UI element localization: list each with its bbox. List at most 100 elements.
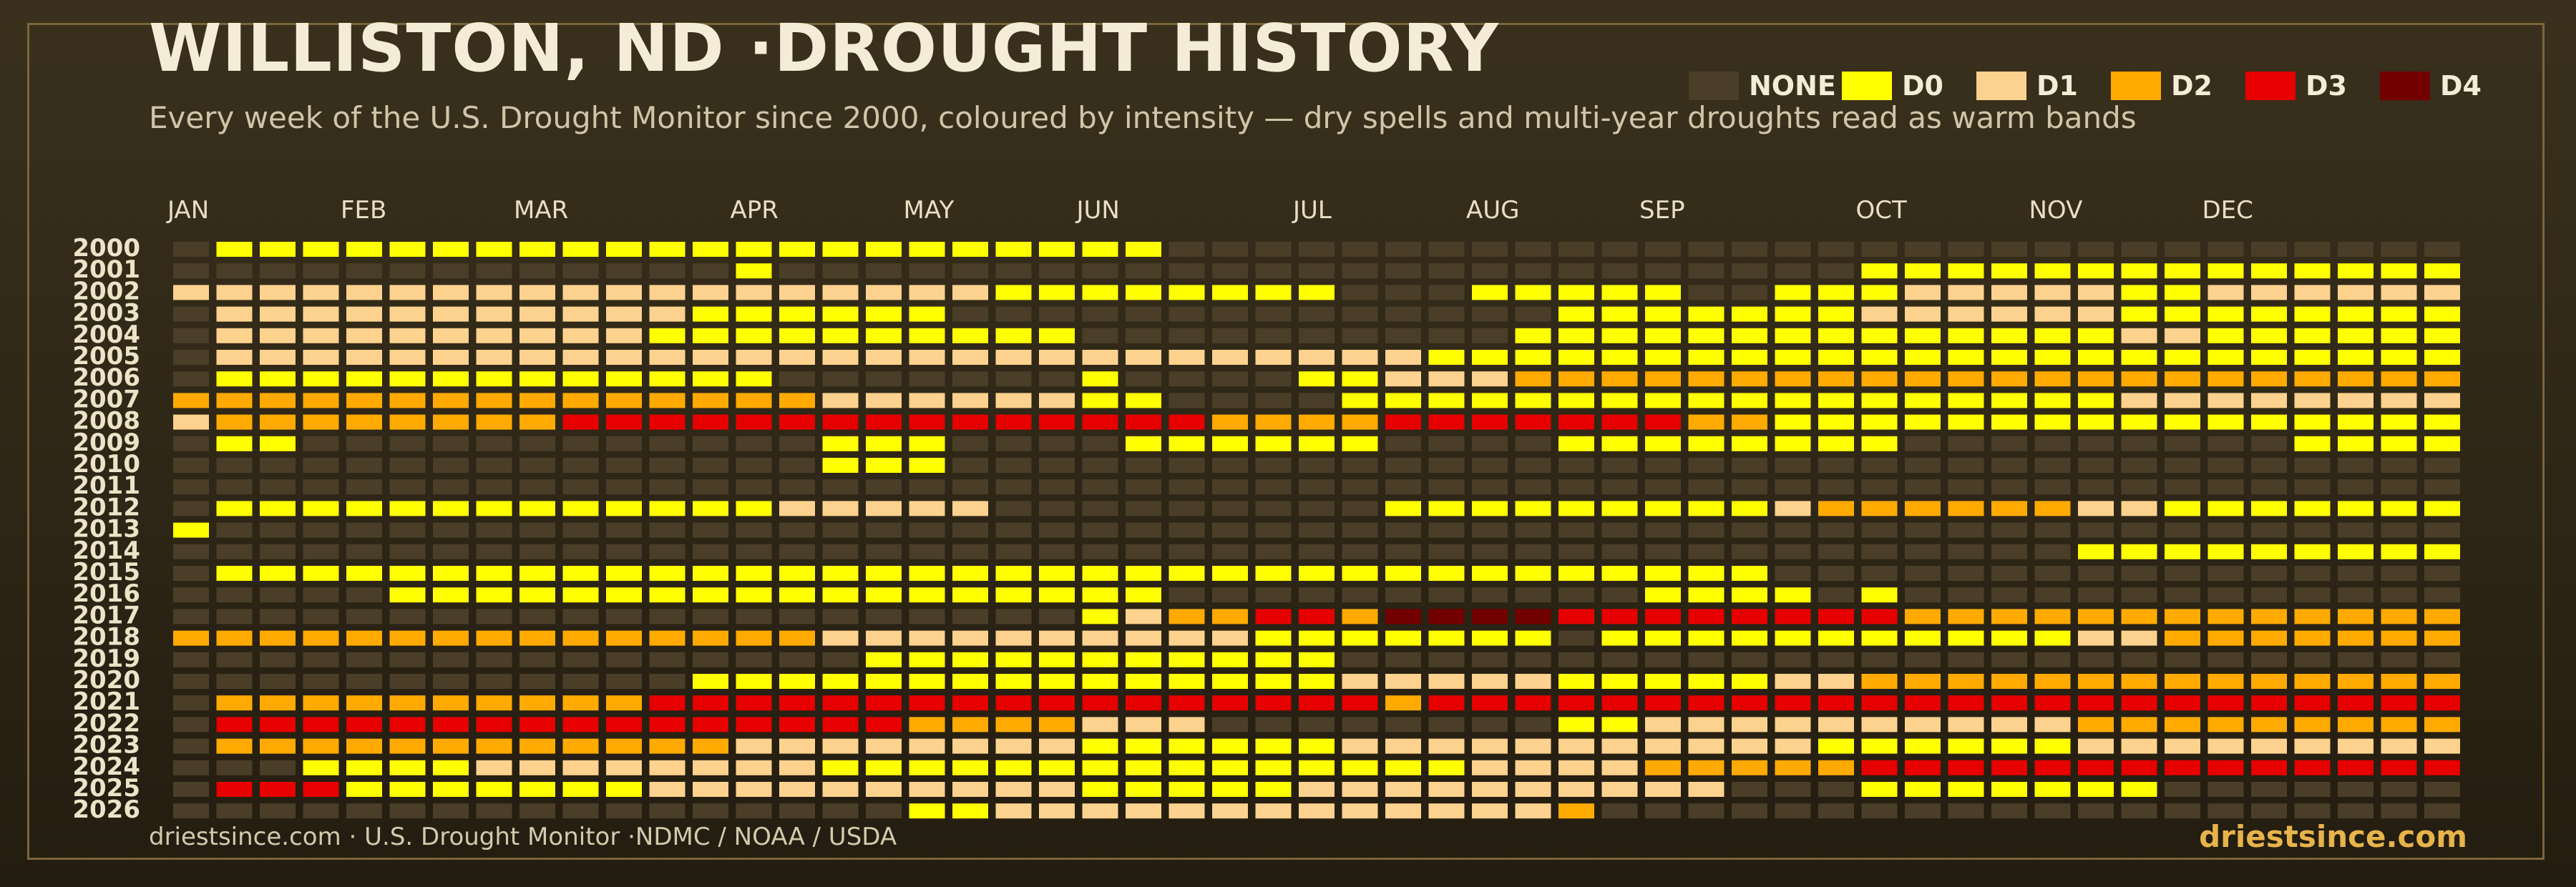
cell-2017-w30 bbox=[1428, 609, 1465, 624]
cell-2010-w45 bbox=[2078, 458, 2114, 473]
cell-2015-w51 bbox=[2338, 566, 2373, 581]
cell-2010-w17 bbox=[866, 458, 902, 473]
cell-2000-w7 bbox=[433, 242, 469, 257]
cell-2011-w11 bbox=[606, 479, 642, 495]
cell-2002-w20 bbox=[995, 285, 1032, 300]
cell-2017-w51 bbox=[2338, 609, 2373, 624]
cell-2002-w29 bbox=[1385, 285, 1421, 300]
cell-2018-w39 bbox=[1818, 630, 1854, 646]
year-label-2015: 2015 bbox=[72, 558, 140, 587]
cell-2023-w46 bbox=[2121, 738, 2157, 754]
cell-2026-w26 bbox=[1255, 803, 1292, 819]
cell-2017-w9 bbox=[519, 609, 555, 624]
cell-2017-w14 bbox=[736, 609, 772, 624]
cell-2020-w8 bbox=[476, 674, 512, 689]
cell-2014-w28 bbox=[1342, 544, 1378, 559]
cell-2007-w11 bbox=[606, 393, 642, 408]
cell-2018-w25 bbox=[1212, 630, 1248, 646]
cell-2001-w9 bbox=[519, 263, 555, 279]
cell-2010-w40 bbox=[1861, 458, 1898, 473]
cell-2019-w10 bbox=[562, 652, 599, 667]
cell-2017-w27 bbox=[1299, 609, 1335, 624]
cell-2026-w28 bbox=[1342, 803, 1378, 819]
cell-2009-w41 bbox=[1905, 436, 1941, 451]
cell-2021-w26 bbox=[1255, 695, 1292, 711]
cell-2026-w37 bbox=[1732, 803, 1767, 819]
cell-2015-w13 bbox=[693, 566, 728, 581]
cell-2012-w29 bbox=[1385, 501, 1421, 516]
cell-2005-w31 bbox=[1472, 350, 1508, 365]
cell-2012-w52 bbox=[2381, 501, 2417, 516]
cell-2006-w46 bbox=[2121, 371, 2157, 387]
cell-2005-w33 bbox=[1558, 350, 1594, 365]
cell-2023-w4 bbox=[303, 738, 339, 754]
cell-2024-w47 bbox=[2165, 760, 2200, 775]
cell-2009-w21 bbox=[1039, 436, 1075, 451]
cell-2003-w23 bbox=[1126, 306, 1161, 322]
cell-2010-w13 bbox=[693, 458, 728, 473]
cell-2019-w40 bbox=[1861, 652, 1898, 667]
cell-2023-w15 bbox=[779, 738, 815, 754]
cell-2003-w31 bbox=[1472, 306, 1508, 322]
cell-2010-w6 bbox=[389, 458, 426, 473]
cell-2020-w43 bbox=[1991, 674, 2027, 689]
year-label-2000: 2000 bbox=[72, 234, 140, 263]
cell-2016-w45 bbox=[2078, 587, 2114, 603]
cell-2001-w16 bbox=[822, 263, 859, 279]
cell-2025-w43 bbox=[1991, 782, 2027, 797]
cell-2022-w43 bbox=[1991, 717, 2027, 732]
cell-2008-w1 bbox=[173, 414, 209, 430]
cell-2008-w44 bbox=[2034, 414, 2071, 430]
cell-2010-w36 bbox=[1688, 458, 1724, 473]
cell-2019-w16 bbox=[822, 652, 859, 667]
cell-2026-w34 bbox=[1601, 803, 1638, 819]
cell-2016-w50 bbox=[2294, 587, 2331, 603]
cell-2005-w26 bbox=[1255, 350, 1292, 365]
cell-2000-w2 bbox=[216, 242, 253, 257]
cell-2013-w48 bbox=[2207, 522, 2244, 538]
cell-2006-w5 bbox=[346, 371, 382, 387]
cell-2019-w32 bbox=[1515, 652, 1551, 667]
cell-2021-w15 bbox=[779, 695, 815, 711]
cell-2016-w14 bbox=[736, 587, 772, 603]
cell-2002-w6 bbox=[389, 285, 426, 300]
cell-2005-w23 bbox=[1126, 350, 1161, 365]
cell-2025-w25 bbox=[1212, 782, 1248, 797]
cell-2006-w26 bbox=[1255, 371, 1292, 387]
cell-2003-w20 bbox=[995, 306, 1032, 322]
cell-2017-w43 bbox=[1991, 609, 2027, 624]
cell-2024-w17 bbox=[866, 760, 902, 775]
cell-2011-w16 bbox=[822, 479, 859, 495]
cell-2004-w53 bbox=[2424, 328, 2460, 343]
cell-2018-w18 bbox=[909, 630, 945, 646]
legend-swatch-d0 bbox=[1842, 72, 1892, 100]
cell-2023-w40 bbox=[1861, 738, 1898, 754]
cell-2024-w33 bbox=[1558, 760, 1594, 775]
cell-2018-w23 bbox=[1126, 630, 1161, 646]
cell-2009-w45 bbox=[2078, 436, 2114, 451]
cell-2016-w32 bbox=[1515, 587, 1551, 603]
cell-2013-w51 bbox=[2338, 522, 2373, 538]
cell-2022-w51 bbox=[2338, 717, 2373, 732]
cell-2025-w30 bbox=[1428, 782, 1465, 797]
cell-2003-w10 bbox=[562, 306, 599, 322]
cell-2009-w26 bbox=[1255, 436, 1292, 451]
cell-2024-w46 bbox=[2121, 760, 2157, 775]
cell-2021-w27 bbox=[1299, 695, 1335, 711]
year-label-2021: 2021 bbox=[72, 687, 140, 716]
footer-brand-link[interactable]: driestsince.com bbox=[2199, 819, 2467, 854]
cell-2019-w35 bbox=[1645, 652, 1681, 667]
cell-2003-w3 bbox=[260, 306, 296, 322]
cell-2003-w48 bbox=[2207, 306, 2244, 322]
cell-2005-w13 bbox=[693, 350, 728, 365]
cell-2000-w46 bbox=[2121, 242, 2157, 257]
cell-2009-w2 bbox=[216, 436, 253, 451]
cell-2012-w1 bbox=[173, 501, 209, 516]
cell-2016-w7 bbox=[433, 587, 469, 603]
cell-2007-w14 bbox=[736, 393, 772, 408]
cell-2000-w17 bbox=[866, 242, 902, 257]
cell-2024-w28 bbox=[1342, 760, 1378, 775]
cell-2020-w23 bbox=[1126, 674, 1161, 689]
cell-2023-w21 bbox=[1039, 738, 1075, 754]
cell-2008-w41 bbox=[1905, 414, 1941, 430]
